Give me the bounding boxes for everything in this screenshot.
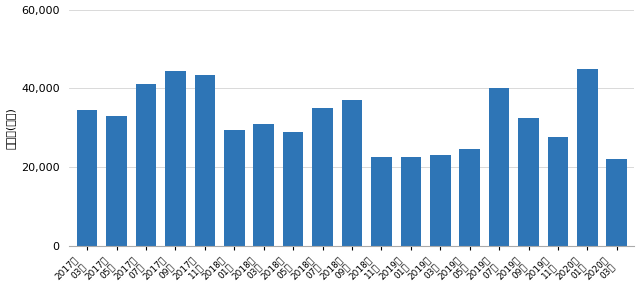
Bar [548,138,568,246]
Bar [283,132,303,246]
Y-axis label: 거래량(건수): 거래량(건수) [6,107,15,148]
Bar [518,118,539,246]
Bar [106,116,127,246]
Bar [460,149,480,246]
Bar [136,84,156,246]
Bar [312,108,333,246]
Bar [489,88,509,246]
Bar [165,71,186,246]
Bar [607,159,627,246]
Bar [77,110,97,246]
Bar [195,74,215,246]
Bar [371,157,392,246]
Bar [430,155,451,246]
Bar [224,130,244,246]
Bar [253,124,274,246]
Bar [577,69,598,246]
Bar [401,157,421,246]
Bar [342,100,362,246]
